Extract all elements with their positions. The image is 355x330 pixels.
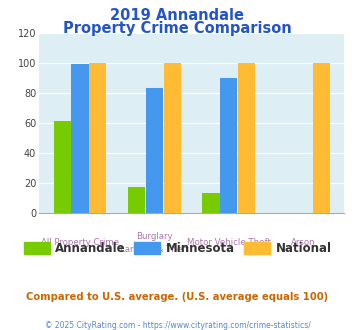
Bar xyxy=(71,64,88,213)
Text: Arson: Arson xyxy=(291,238,316,247)
Text: All Property Crime: All Property Crime xyxy=(41,238,119,247)
Bar xyxy=(128,187,145,213)
Text: Motor Vehicle Theft: Motor Vehicle Theft xyxy=(187,238,271,247)
Bar xyxy=(238,63,255,213)
Bar xyxy=(54,121,71,213)
Bar xyxy=(89,63,106,213)
Text: Larceny & Theft: Larceny & Theft xyxy=(120,245,189,254)
Text: Burglary: Burglary xyxy=(136,232,173,241)
Bar xyxy=(164,63,181,213)
Bar xyxy=(313,63,330,213)
Text: Property Crime Comparison: Property Crime Comparison xyxy=(63,21,292,36)
Bar xyxy=(202,193,220,213)
Text: © 2025 CityRating.com - https://www.cityrating.com/crime-statistics/: © 2025 CityRating.com - https://www.city… xyxy=(45,321,310,330)
Text: Compared to U.S. average. (U.S. average equals 100): Compared to U.S. average. (U.S. average … xyxy=(26,292,329,302)
Bar xyxy=(146,88,163,213)
Legend: Annandale, Minnesota, National: Annandale, Minnesota, National xyxy=(19,237,336,260)
Bar xyxy=(220,78,237,213)
Text: 2019 Annandale: 2019 Annandale xyxy=(110,8,245,23)
